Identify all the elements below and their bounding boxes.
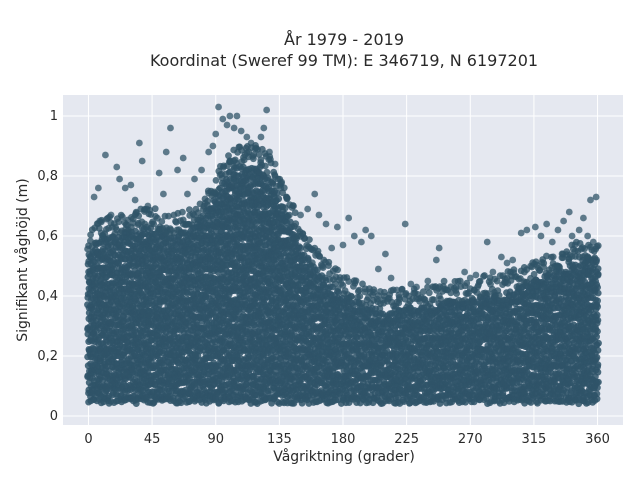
data-point [151, 205, 159, 213]
data-point [261, 162, 269, 170]
data-point [356, 292, 364, 300]
data-point [355, 286, 363, 294]
data-point [352, 277, 360, 285]
chart-title-line1: År 1979 - 2019 [284, 30, 404, 49]
data-point [325, 258, 333, 266]
data-point [306, 236, 313, 244]
data-point [115, 218, 123, 226]
data-point [370, 286, 378, 293]
data-point [179, 208, 186, 216]
data-point [297, 244, 304, 252]
data-point [308, 259, 316, 267]
data-point [135, 212, 143, 220]
data-point [87, 231, 94, 239]
data-point [285, 211, 293, 219]
data-point [212, 177, 220, 184]
data-point [275, 195, 283, 203]
chart-title-line2: Koordinat (Sweref 99 TM): E 346719, N 61… [150, 51, 538, 70]
data-points [84, 103, 602, 408]
data-point [118, 213, 126, 221]
data-point [348, 293, 355, 300]
data-point [334, 266, 341, 274]
data-point [141, 220, 149, 228]
